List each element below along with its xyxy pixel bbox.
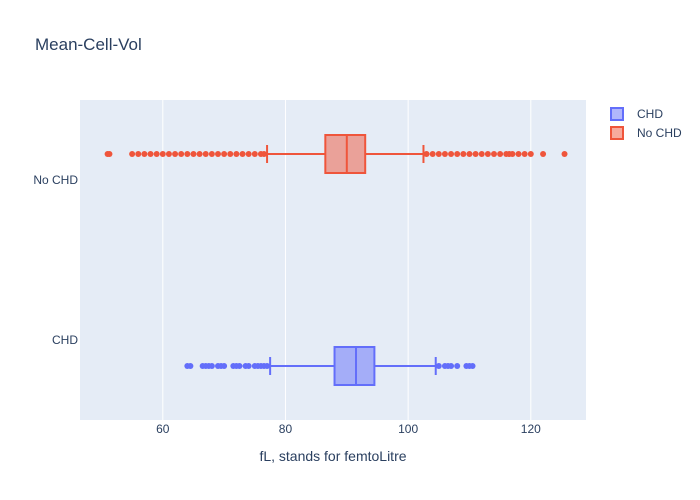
outlier-point <box>233 151 240 157</box>
x-tick-label: 100 <box>398 422 418 436</box>
outlier-point <box>190 151 197 157</box>
box-trace-no-chd <box>104 134 568 174</box>
outlier-point <box>441 151 448 157</box>
iqr-box <box>333 346 376 386</box>
tick-labels: 60 80 100 120 No CHD CHD <box>33 173 541 436</box>
outlier-point <box>448 151 455 157</box>
outlier-point <box>454 151 461 157</box>
outlier-point <box>153 151 160 157</box>
chart-title: Mean-Cell-Vol <box>35 35 142 54</box>
outlier-point <box>423 151 430 157</box>
legend-item-no-chd[interactable]: No CHD <box>610 126 682 140</box>
outlier-point <box>165 151 172 157</box>
outlier-point <box>208 363 215 369</box>
outlier-point <box>187 363 194 369</box>
outlier-point <box>478 151 485 157</box>
outlier-point <box>236 363 243 369</box>
outlier-point <box>227 151 234 157</box>
x-axis-title: fL, stands for femtoLitre <box>259 448 406 464</box>
outlier-point <box>527 151 534 157</box>
outlier-point <box>172 151 179 157</box>
outlier-point <box>429 151 436 157</box>
outlier-point <box>159 151 166 157</box>
legend-label: CHD <box>637 107 663 121</box>
legend[interactable]: CHD No CHD <box>610 107 682 140</box>
outlier-point <box>221 151 228 157</box>
outlier-point <box>521 151 528 157</box>
legend-item-chd[interactable]: CHD <box>610 107 663 121</box>
outlier-point <box>540 151 547 157</box>
outlier-point <box>196 151 203 157</box>
legend-swatch <box>610 126 624 140</box>
outlier-point <box>245 151 252 157</box>
outlier-point <box>215 151 221 157</box>
box-traces <box>104 134 568 386</box>
outlier-point <box>435 363 442 369</box>
outlier-point <box>484 151 491 157</box>
outlier-point <box>454 363 461 369</box>
outlier-point <box>435 151 442 157</box>
outlier-point <box>106 151 113 157</box>
x-tick-label: 80 <box>279 422 293 436</box>
outlier-point <box>491 151 497 157</box>
outlier-point <box>245 363 252 369</box>
iqr-box <box>324 134 367 174</box>
x-tick-label: 60 <box>156 422 170 436</box>
outlier-point <box>261 151 267 157</box>
outlier-point <box>472 151 479 157</box>
outlier-point <box>466 151 473 157</box>
outlier-point <box>202 151 209 157</box>
legend-swatch <box>610 107 624 121</box>
outlier-point <box>141 151 148 157</box>
outlier-point <box>469 363 476 369</box>
outlier-point <box>509 151 516 157</box>
outlier-point <box>561 151 568 157</box>
outlier-point <box>460 151 467 157</box>
outlier-point <box>497 151 504 157</box>
outlier-point <box>147 151 154 157</box>
outlier-point <box>239 151 246 157</box>
box-trace-chd <box>184 346 476 386</box>
outlier-point <box>515 151 522 157</box>
outlier-point <box>135 151 142 157</box>
x-tick-label: 120 <box>521 422 541 436</box>
outlier-point <box>251 151 258 157</box>
outlier-point <box>184 151 191 157</box>
outlier-point <box>178 151 185 157</box>
outlier-point <box>448 363 455 369</box>
legend-label: No CHD <box>637 126 682 140</box>
outlier-point <box>264 363 271 369</box>
y-tick-label: No CHD <box>33 173 78 187</box>
y-tick-label: CHD <box>52 333 78 347</box>
outlier-point <box>221 363 228 369</box>
outlier-point <box>208 151 215 157</box>
outlier-point <box>129 151 136 157</box>
